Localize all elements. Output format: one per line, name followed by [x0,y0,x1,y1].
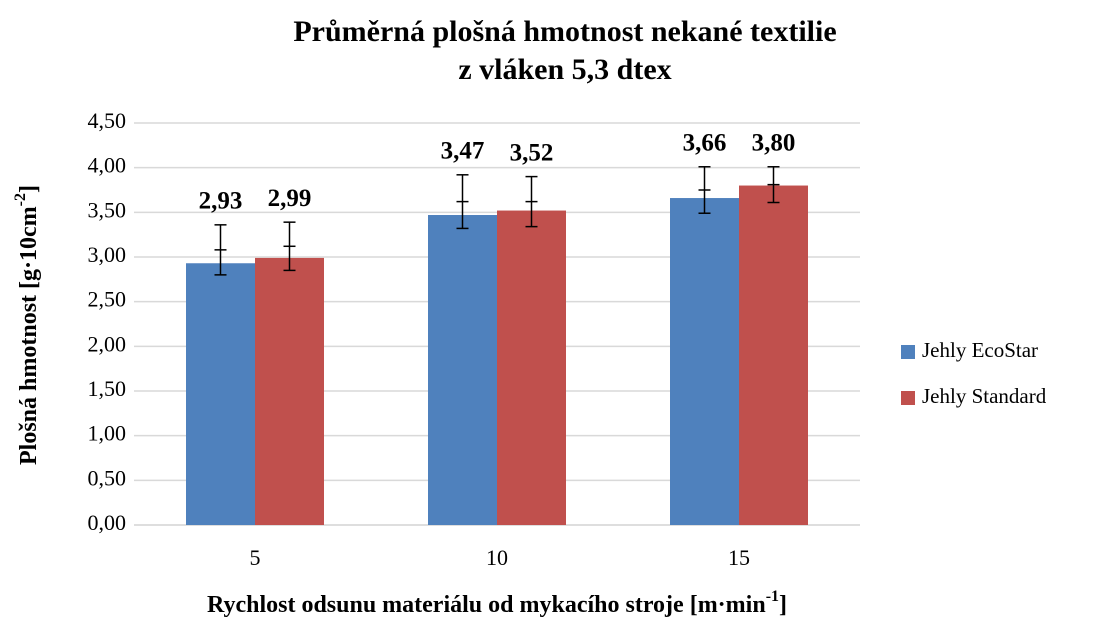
x-axis-title-text: Rychlost odsunu materiálu od mykacího st… [207,592,766,618]
bar [255,257,324,525]
y-tick-label: 0,00 [88,510,127,535]
x-tick-label: 15 [728,545,750,570]
y-tick-label: 1,00 [88,421,127,446]
y-tick-label: 3,50 [88,197,127,222]
value-label: 3,66 [683,130,727,157]
bar [739,185,808,526]
legend-label: Jehly Standard [922,384,1047,408]
value-label: 2,99 [268,185,312,212]
y-axis-title-sup: -2 [12,193,29,206]
y-axis-title-end: ] [16,185,42,193]
y-axis-title-text: Plošná hmotnost [g·10cm [16,206,42,465]
x-tick-label: 10 [486,545,508,570]
bar [497,210,566,525]
legend-label: Jehly EcoStar [922,338,1038,362]
y-tick-label: 4,00 [88,153,127,178]
bar [670,198,739,526]
y-tick-label: 0,50 [88,465,127,490]
x-tick-label: 5 [250,545,261,570]
legend-swatch [901,345,915,359]
value-label: 3,52 [510,139,554,166]
x-axis-title-end: ] [779,592,787,618]
y-tick-label: 1,50 [88,376,127,401]
y-tick-label: 2,00 [88,331,127,356]
y-tick-label: 3,00 [88,242,127,267]
bar [186,263,255,525]
x-axis-title: Rychlost odsunu materiálu od mykacího st… [207,588,787,618]
value-label: 3,80 [752,130,796,157]
value-label: 3,47 [441,138,485,165]
x-axis-title-sup: -1 [766,588,779,605]
y-axis-title: Plošná hmotnost [g·10cm-2] [12,185,42,465]
y-tick-label: 4,50 [88,108,127,133]
chart-title: Průměrná plošná hmotnost nekané textilie [293,15,836,48]
legend-swatch [901,391,915,405]
chart-title: z vláken 5,3 dtex [458,53,671,86]
value-label: 2,93 [199,188,243,215]
bar [428,215,497,525]
y-tick-label: 2,50 [88,287,127,312]
